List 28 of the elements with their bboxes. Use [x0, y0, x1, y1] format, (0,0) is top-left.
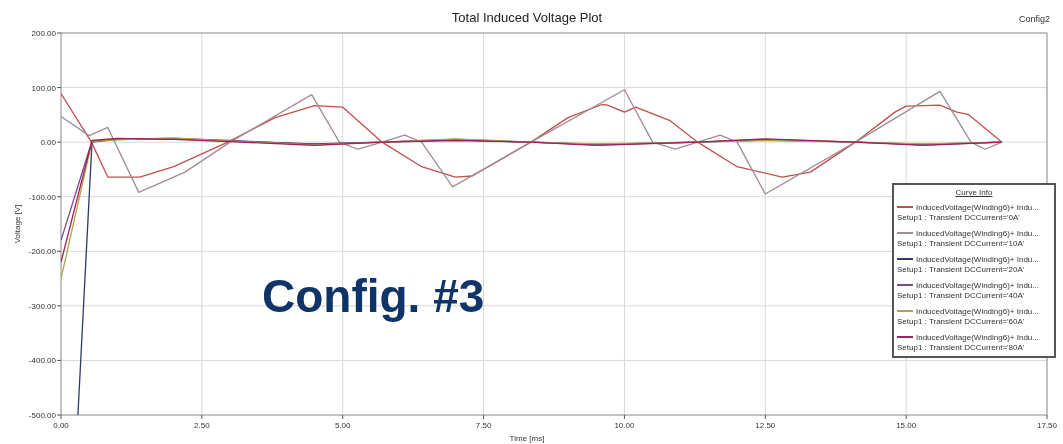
x-axis-title: Time [ms]	[509, 434, 545, 443]
y-tick-label: 0.00	[40, 138, 57, 148]
legend-label: InducedVoltage(Winding6)+ Indu... Setup1 : Transient DCCurrent='80A'	[896, 332, 1040, 354]
y-axis-title: Voltage [V]	[13, 204, 22, 244]
x-tick-label: 12.50	[755, 421, 776, 430]
text: Config2	[1018, 14, 1050, 24]
x-tick-label: 7.50	[475, 421, 492, 430]
legend-label: InducedVoltage(Winding6)+ Indu... Setup1 : Transient DCCurrent='0A'	[896, 202, 1040, 224]
x-tick-label: 5.00	[334, 421, 352, 430]
x-tick-label: 2.50	[194, 421, 211, 430]
x-tick-label: 15.00	[896, 421, 917, 430]
y-tick-label: -300.00	[28, 301, 57, 311]
annotation: Config. #3	[262, 270, 485, 322]
x-tick-label: 17.50	[1036, 421, 1058, 430]
y-tick-label: -200.00	[28, 247, 57, 257]
legend-label: InducedVoltage(Winding6)+ Indu... Setup1 : Transient DCCurrent='20A'	[896, 254, 1040, 276]
y-tick-label: -100.00	[28, 192, 57, 202]
legend-title: Curve Info	[954, 187, 994, 199]
x-tick-label: 10.00	[614, 421, 635, 430]
y-tick-label: 100.00	[31, 83, 57, 93]
legend-label: InducedVoltage(Winding6)+ Indu... Setup1 : Transient DCCurrent='40A'	[896, 280, 1040, 302]
x-tick-label: 0.00	[53, 421, 70, 430]
y-tick-label: -500.00	[28, 411, 57, 420]
y-tick-label: 200.00	[31, 29, 57, 38]
chart-title: Total Induced Voltage Plot	[451, 10, 603, 25]
legend-label: InducedVoltage(Winding6)+ Indu... Setup1 : Transient DCCurrent='10A'	[896, 228, 1040, 250]
y-tick-label: -400.00	[28, 356, 57, 366]
legend-label: InducedVoltage(Winding6)+ Indu... Setup1 : Transient DCCurrent='60A'	[896, 306, 1040, 328]
